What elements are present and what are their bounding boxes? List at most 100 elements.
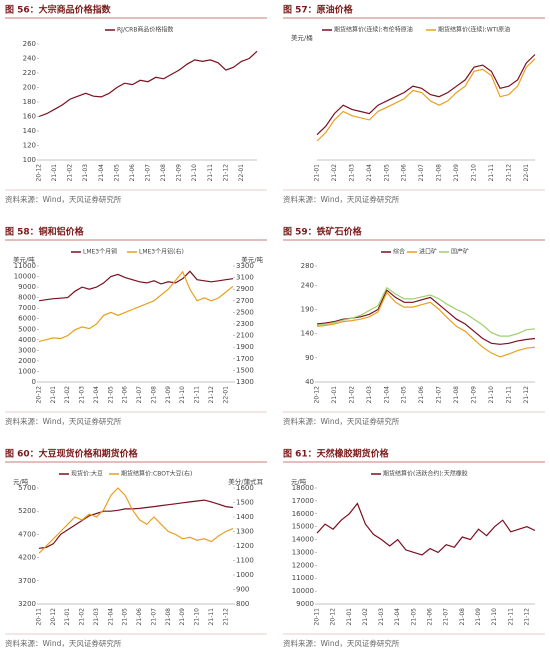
- x-tick-label: 21-02: [331, 164, 338, 182]
- y-tick-label: 10000: [292, 587, 314, 595]
- x-tick-label: 21-10: [194, 608, 201, 626]
- y-tick-label: 140: [23, 127, 36, 135]
- x-tick-label: 21-06: [427, 608, 434, 626]
- x-tick-label: 21-03: [366, 386, 373, 404]
- y-tick-label: 1000: [18, 367, 36, 375]
- y-tick-label: 7000: [18, 304, 36, 312]
- x-tick-label: 21-02: [64, 386, 71, 404]
- y2-tick-label: 1500: [236, 499, 254, 507]
- legend-label: 进口矿: [419, 248, 437, 256]
- x-tick-label: 21-05: [401, 386, 408, 404]
- x-tick-label: 21-01: [346, 608, 353, 626]
- y-tick-label: 140: [301, 330, 314, 338]
- x-tick-label: 21-02: [348, 386, 355, 404]
- y-tick-label: 240: [23, 55, 36, 63]
- legend-label: 期货结算价:CBOT大豆(右): [121, 470, 192, 478]
- chart-title: 图 61：天然橡胶期货价格: [283, 448, 390, 460]
- y-tick-label: 8000: [18, 294, 36, 302]
- x-tick-label: 21-10: [488, 386, 495, 404]
- series-line: [316, 291, 536, 358]
- legend-label: 期货结算价(连续):WTI原油: [438, 26, 510, 34]
- x-tick-label: 21-02: [67, 164, 74, 182]
- y2-tick-label: 900: [236, 586, 249, 594]
- x-tick-label: 21-09: [475, 608, 482, 626]
- legend-label: LME3个月铜: [83, 248, 117, 256]
- x-tick-label: 21-06: [136, 608, 143, 626]
- chart-title: 图 56：大宗商品价格指数: [5, 4, 112, 16]
- x-tick-label: 21-12: [523, 608, 530, 626]
- y-tick-label: 4700: [18, 530, 36, 538]
- x-tick-label: 20-12: [36, 164, 43, 182]
- y-tick-label: 9000: [296, 600, 314, 608]
- x-tick-label: 21-04: [93, 386, 100, 404]
- series-line: [316, 54, 536, 136]
- y2-unit: 美元/吨: [241, 255, 263, 264]
- x-tick-label: 21-03: [378, 608, 385, 626]
- x-tick-label: 21-08: [165, 608, 172, 626]
- x-tick-label: 21-01: [314, 164, 321, 182]
- x-tick-label: 21-08: [150, 386, 157, 404]
- y-tick-label: 12000: [292, 561, 314, 569]
- x-tick-label: 21-06: [418, 386, 425, 404]
- y-tick-label: 18000: [292, 484, 314, 492]
- y-tick-label: 100: [23, 156, 36, 164]
- legend-label: 综合: [393, 248, 405, 256]
- chart-title: 图 59：铁矿石价格: [283, 226, 363, 238]
- series-line: [316, 502, 536, 556]
- y-tick-label: 200: [23, 84, 36, 92]
- x-tick-label: 21-11: [208, 608, 215, 626]
- series-line: [38, 499, 234, 549]
- x-tick-label: 21-11: [488, 164, 495, 182]
- y2-tick-label: 1400: [236, 513, 254, 521]
- y2-unit: 美分/蒲式耳: [228, 477, 263, 486]
- x-tick-label: 21-08: [453, 386, 460, 404]
- x-tick-label: 21-08: [459, 608, 466, 626]
- x-tick-label: 21-05: [107, 386, 114, 404]
- y-unit: 元/吨: [291, 477, 307, 486]
- x-tick-label: 21-04: [98, 164, 105, 182]
- x-tick-label: 21-03: [93, 608, 100, 626]
- y-tick-label: 16000: [292, 510, 314, 518]
- y2-tick-label: 2300: [236, 320, 254, 328]
- x-tick-label: 21-09: [165, 386, 172, 404]
- y2-tick-label: 1700: [236, 355, 254, 363]
- x-tick-label: 21-07: [145, 164, 152, 182]
- x-tick-label: 21-04: [107, 608, 114, 626]
- y-tick-label: 6000: [18, 315, 36, 323]
- y-tick-label: 15000: [292, 523, 314, 531]
- y-tick-label: 10000: [14, 273, 36, 281]
- source: 资料来源：Wind，天风证券研究所: [5, 194, 122, 204]
- legend-label: 期货结算价(连续):布伦特原油: [334, 26, 413, 34]
- x-tick-label: 21-09: [179, 608, 186, 626]
- x-tick-label: 21-11: [207, 164, 214, 182]
- legend-label: 期货结算价(活跃合约):天然橡胶: [383, 470, 468, 478]
- y-tick-label: 90: [305, 354, 314, 362]
- y-tick-label: 4000: [18, 336, 36, 344]
- x-tick-label: 21-12: [208, 386, 215, 404]
- x-tick-label: 21-10: [191, 164, 198, 182]
- x-tick-label: 21-05: [122, 608, 129, 626]
- y-tick-label: 5700: [18, 484, 36, 492]
- source: 资料来源：Wind，天风证券研究所: [283, 416, 400, 426]
- x-tick-label: 22-01: [523, 164, 530, 182]
- y-tick-label: 160: [23, 113, 36, 121]
- y2-tick-label: 1600: [236, 484, 254, 492]
- x-tick-label: 20-12: [314, 386, 321, 404]
- y-tick-label: 11000: [14, 262, 36, 270]
- x-tick-label: 21-08: [436, 164, 443, 182]
- x-tick-label: 22-01: [222, 386, 229, 404]
- x-tick-label: 20-12: [330, 608, 337, 626]
- x-tick-label: 21-01: [51, 164, 58, 182]
- y-tick-label: 0: [32, 378, 36, 386]
- y-tick-label: 13000: [292, 548, 314, 556]
- x-tick-label: 21-01: [50, 386, 57, 404]
- y-tick-label: 5000: [18, 325, 36, 333]
- y2-tick-label: 2700: [236, 297, 254, 305]
- y2-tick-label: 3300: [236, 262, 254, 270]
- y2-tick-label: 1300: [236, 528, 254, 536]
- y2-tick-label: 2500: [236, 308, 254, 316]
- x-tick-label: 21-09: [176, 164, 183, 182]
- x-tick-label: 22-01: [238, 164, 245, 182]
- x-tick-label: 21-07: [418, 164, 425, 182]
